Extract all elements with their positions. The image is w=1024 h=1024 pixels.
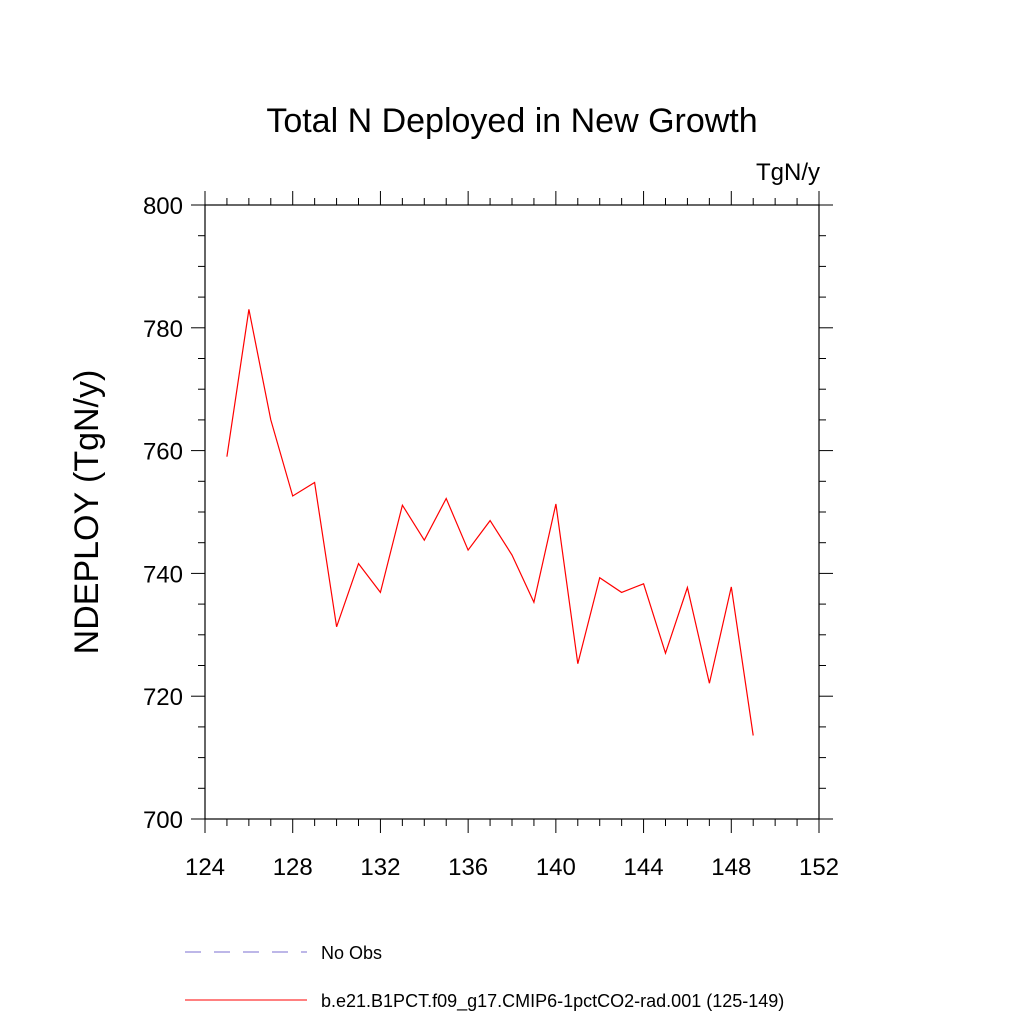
y-tick-label: 780: [143, 316, 183, 343]
y-tick-label: 740: [143, 561, 183, 588]
y-tick-label: 700: [143, 807, 183, 834]
series-line: [226, 309, 754, 736]
y-tick-label: 760: [143, 439, 183, 466]
x-tick-label: 132: [360, 854, 400, 881]
chart-title: Total N Deployed in New Growth: [266, 102, 757, 140]
plot-frame: [204, 204, 820, 820]
legend: No Obs b.e21.B1PCT.f09_g17.CMIP6-1pctCO2-…: [185, 943, 784, 1012]
plot-area: 124 128 132 136 140 144 148 152 700 720 740 760 780 8…: [143, 191, 839, 881]
x-tick-label: 128: [273, 854, 313, 881]
y-tick-label: 800: [143, 193, 183, 220]
x-tick-label: 136: [448, 854, 488, 881]
y-tick-label: 720: [143, 684, 183, 711]
x-tick-label: 152: [799, 854, 839, 881]
legend-label: No Obs: [321, 943, 382, 963]
x-tick-label: 124: [185, 854, 225, 881]
x-tick-label: 144: [624, 854, 664, 881]
y-axis-title: NDEPLOY (TgN/y): [68, 370, 106, 655]
units-label: TgN/y: [756, 159, 820, 186]
x-tick-label: 148: [711, 854, 751, 881]
x-tick-label: 140: [536, 854, 576, 881]
legend-label: b.e21.B1PCT.f09_g17.CMIP6-1pctCO2-rad.00…: [321, 991, 784, 1012]
